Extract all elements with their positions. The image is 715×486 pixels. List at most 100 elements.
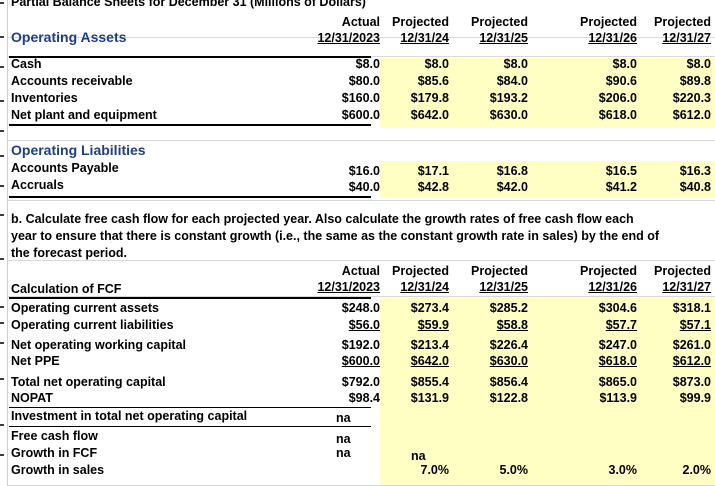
cell-value[interactable]: $792.0 bbox=[341, 375, 380, 389]
cell-value[interactable]: $56.0 bbox=[348, 318, 380, 332]
col-header-actual: Actual bbox=[341, 15, 380, 29]
cell-value[interactable]: na bbox=[336, 446, 351, 460]
row-marker bbox=[0, 306, 4, 308]
cell-value[interactable]: $8.0 bbox=[503, 57, 528, 71]
cell-value[interactable]: $856.4 bbox=[489, 375, 528, 389]
row-label: Growth in FCF bbox=[11, 446, 98, 460]
row-label: Net plant and equipment bbox=[11, 108, 157, 122]
cell-value[interactable]: $865.0 bbox=[598, 375, 637, 389]
cell-value[interactable]: $89.8 bbox=[679, 74, 711, 88]
col-header-projected: Projected bbox=[654, 264, 711, 278]
cell-value[interactable]: 2.0% bbox=[682, 463, 712, 477]
cell-value[interactable]: $261.0 bbox=[672, 338, 711, 352]
row-label: Free cash flow bbox=[11, 429, 98, 443]
row-marker bbox=[0, 66, 4, 68]
cell-value[interactable]: $618.0 bbox=[598, 354, 637, 368]
cell-value[interactable]: $113.9 bbox=[599, 391, 637, 405]
cell-value[interactable]: $318.1 bbox=[672, 301, 711, 315]
cell-value[interactable]: $600.0 bbox=[341, 354, 380, 368]
projection-highlight bbox=[380, 297, 715, 486]
cell-value[interactable]: $873.0 bbox=[672, 375, 711, 389]
cell-value[interactable]: $8.0 bbox=[355, 57, 380, 71]
row-header-gutter[interactable] bbox=[0, 0, 8, 486]
cell-value[interactable]: $248.0 bbox=[341, 301, 380, 315]
cell-value[interactable]: $85.6 bbox=[417, 74, 449, 88]
cell-value[interactable]: na bbox=[336, 432, 351, 446]
row-label: Total net operating capital bbox=[11, 375, 166, 389]
cell-value[interactable]: $192.0 bbox=[341, 338, 380, 352]
cell-value[interactable]: $220.3 bbox=[672, 91, 711, 105]
cell-value[interactable]: $57.1 bbox=[679, 318, 711, 332]
cell-value[interactable]: $131.9 bbox=[410, 391, 449, 405]
col-header-projected: Projected bbox=[471, 15, 528, 29]
cell-value[interactable]: $122.8 bbox=[489, 391, 528, 405]
cell-value[interactable]: $206.0 bbox=[598, 91, 637, 105]
cell-value[interactable]: $16.8 bbox=[496, 164, 528, 178]
cell-value[interactable]: na bbox=[336, 411, 351, 425]
cell-value[interactable]: $80.0 bbox=[348, 74, 380, 88]
row-label: Operating current liabilities bbox=[11, 318, 174, 332]
row-label: Accounts Payable bbox=[11, 161, 119, 175]
cell-value[interactable]: $8.0 bbox=[686, 57, 711, 71]
cell-value[interactable]: $160.0 bbox=[341, 91, 380, 105]
cell-value[interactable]: $99.9 bbox=[679, 391, 711, 405]
cell-value[interactable]: 3.0% bbox=[608, 463, 638, 477]
col-header-projected: Projected bbox=[392, 264, 449, 278]
cell-value[interactable]: $58.8 bbox=[496, 318, 528, 332]
cell-value[interactable]: $16.3 bbox=[679, 164, 711, 178]
row-marker bbox=[0, 342, 4, 344]
cell-value[interactable]: $226.4 bbox=[489, 338, 528, 352]
cell-value[interactable]: $16.0 bbox=[348, 164, 380, 178]
cell-value[interactable]: $59.9 bbox=[417, 318, 449, 332]
cell-value[interactable]: $273.4 bbox=[410, 301, 449, 315]
question-text: b. Calculate free cash flow for each pro… bbox=[11, 212, 634, 226]
cell-value[interactable]: $642.0 bbox=[410, 108, 449, 122]
table-title-fcf: Calculation of FCF bbox=[11, 282, 122, 296]
date-header: 12/31/2023 bbox=[317, 280, 380, 294]
row-label: Net operating working capital bbox=[11, 338, 187, 352]
cell-value[interactable]: $618.0 bbox=[598, 108, 637, 122]
cell-value[interactable]: 7.0% bbox=[420, 463, 450, 477]
section-rule bbox=[9, 407, 371, 408]
row-marker bbox=[0, 130, 4, 132]
cell-value[interactable]: na bbox=[411, 449, 426, 463]
col-header-projected: Projected bbox=[580, 15, 637, 29]
date-header: 12/31/26 bbox=[588, 31, 637, 45]
cell-value[interactable]: $98.4 bbox=[348, 391, 380, 405]
cell-value[interactable]: $304.6 bbox=[598, 301, 637, 315]
cell-value[interactable]: $179.8 bbox=[410, 91, 449, 105]
row-marker bbox=[0, 454, 4, 456]
cell-value[interactable]: $213.4 bbox=[410, 338, 449, 352]
col-header-projected: Projected bbox=[580, 264, 637, 278]
cell-value[interactable]: $612.0 bbox=[672, 354, 711, 368]
cell-value[interactable]: $57.7 bbox=[605, 318, 637, 332]
cell-value[interactable]: $630.0 bbox=[489, 108, 528, 122]
cell-value[interactable]: $17.1 bbox=[417, 164, 449, 178]
cell-value[interactable]: $193.2 bbox=[489, 91, 528, 105]
cell-value[interactable]: $8.0 bbox=[424, 57, 449, 71]
cell-value[interactable]: $630.0 bbox=[489, 354, 528, 368]
cell-value[interactable]: $16.5 bbox=[605, 164, 637, 178]
cell-value[interactable]: $42.0 bbox=[496, 180, 528, 194]
cell-value[interactable]: $8.0 bbox=[612, 57, 637, 71]
row-marker bbox=[0, 214, 4, 216]
cell-value[interactable]: $41.2 bbox=[605, 180, 637, 194]
cell-value[interactable]: $612.0 bbox=[672, 108, 711, 122]
cell-value[interactable]: $855.4 bbox=[410, 375, 449, 389]
cell-gridline bbox=[8, 140, 715, 141]
cell-value[interactable]: $84.0 bbox=[496, 74, 528, 88]
question-text: the forecast period. bbox=[11, 246, 127, 260]
cell-value[interactable]: $642.0 bbox=[410, 354, 449, 368]
row-marker bbox=[0, 424, 4, 426]
row-marker bbox=[0, 185, 4, 187]
cell-value[interactable]: $600.0 bbox=[341, 108, 380, 122]
cell-value[interactable]: $42.8 bbox=[417, 180, 449, 194]
cell-value[interactable]: $40.0 bbox=[348, 180, 380, 194]
cell-value[interactable]: 5.0% bbox=[499, 463, 529, 477]
cell-value[interactable]: $40.8 bbox=[679, 180, 711, 194]
cell-value[interactable]: $90.6 bbox=[605, 74, 637, 88]
cell-value[interactable]: $285.2 bbox=[489, 301, 528, 315]
cell-value[interactable]: $247.0 bbox=[598, 338, 637, 352]
section-rule bbox=[9, 297, 371, 299]
row-marker bbox=[0, 378, 4, 380]
